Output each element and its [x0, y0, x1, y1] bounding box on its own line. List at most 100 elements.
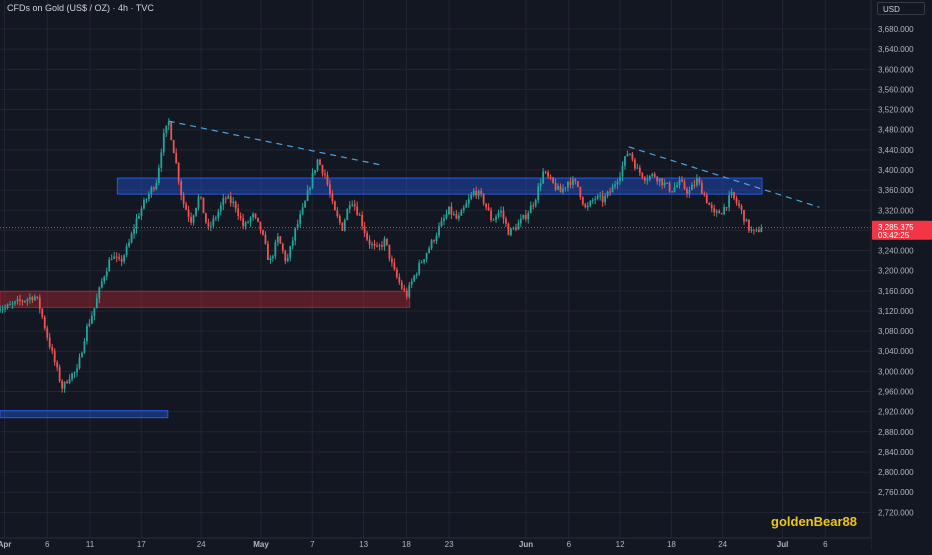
candle-body: [304, 200, 307, 208]
candle-body: [366, 232, 369, 240]
candle-body: [522, 214, 525, 219]
grid-lines: [0, 0, 871, 538]
candle-body: [9, 304, 11, 306]
candle-body: [435, 235, 438, 242]
candle-body: [346, 208, 349, 220]
candle-body: [271, 256, 274, 259]
candle-body: [24, 300, 26, 302]
candle-body: [710, 205, 713, 209]
candle-body: [123, 255, 126, 262]
candle-body: [514, 227, 517, 230]
symbol-title[interactable]: CFDs on Gold (US$ / OZ) · 4h · TVC: [7, 3, 154, 13]
candle-body: [281, 243, 284, 251]
candle-body: [76, 368, 78, 373]
candle-body: [264, 234, 267, 244]
candle-body: [219, 205, 222, 212]
candle-body: [331, 193, 334, 202]
candle-body: [373, 243, 376, 246]
candle-body: [671, 191, 673, 193]
candle-body: [606, 191, 609, 196]
price-tick-label: 2,720.000: [878, 508, 914, 517]
demand-zone: [0, 290, 411, 308]
candle-body: [723, 207, 726, 215]
candle-body: [11, 303, 14, 305]
candle-body: [487, 207, 490, 211]
candle-body: [641, 172, 644, 178]
time-tick-label: Jul: [777, 540, 789, 549]
candle-body: [363, 226, 366, 233]
time-tick-label: 18: [402, 540, 411, 549]
candle-body: [239, 215, 242, 219]
candle-body: [56, 362, 59, 368]
candle-body: [433, 240, 435, 242]
candle-body: [237, 208, 240, 216]
candle-body: [448, 206, 450, 215]
candle-body: [646, 179, 649, 181]
candle-body: [150, 187, 153, 194]
candle-body: [329, 184, 331, 194]
candle-body: [262, 230, 264, 235]
candle-body: [378, 245, 381, 247]
candle-body: [333, 201, 336, 211]
candle-body: [586, 205, 589, 208]
candle-body: [368, 239, 371, 245]
candle-body: [152, 187, 155, 189]
candle-body: [591, 199, 594, 201]
price-axis[interactable]: 3,680.000 3,640.000 3,600.000 3,560.000 3,52…: [870, 0, 932, 550]
candle-body: [601, 195, 604, 203]
time-tick-label: 17: [137, 540, 146, 549]
candle-body: [403, 288, 406, 291]
candle-body: [309, 187, 311, 190]
time-tick-label: 24: [197, 540, 206, 549]
candle-body: [400, 282, 403, 289]
time-tick-label: 24: [718, 540, 727, 549]
candle-body: [125, 246, 128, 256]
candle-body: [683, 181, 686, 189]
candle-body: [633, 159, 636, 169]
candle-body: [643, 177, 646, 181]
candle-body: [629, 153, 631, 155]
candle-body: [589, 200, 592, 206]
price-tick-label: 2,760.000: [878, 488, 914, 497]
candle-body: [247, 222, 249, 224]
candle-body: [361, 215, 364, 227]
price-tick-label: 3,400.000: [878, 166, 914, 175]
price-tick-label: 3,160.000: [878, 287, 914, 296]
candle-body: [666, 182, 669, 184]
candle-body: [720, 213, 723, 215]
candle-body: [182, 195, 185, 204]
candle-body: [46, 328, 49, 338]
candle-body: [745, 219, 748, 222]
candle-body: [490, 210, 492, 221]
candle-body: [48, 337, 51, 348]
candle-body: [757, 229, 760, 232]
candle-body: [267, 243, 269, 260]
candle-body: [455, 214, 458, 219]
candle-body: [383, 238, 386, 247]
candle-body: [420, 262, 423, 264]
candle-body: [681, 179, 683, 182]
candle-body: [482, 194, 485, 204]
candle-body: [63, 381, 66, 389]
time-axis[interactable]: Apr 6 11 17 24 May 7 13 18 23 Jun 6 12 18 24 Jul 6: [0, 537, 871, 550]
candle-body: [319, 159, 321, 166]
candle-body: [624, 156, 626, 166]
candle-body: [519, 218, 522, 224]
candle-body: [569, 181, 572, 185]
candle-body: [14, 301, 16, 304]
price-tick-label: 2,960.000: [878, 388, 914, 397]
candle-body: [138, 216, 140, 219]
candle-body: [505, 218, 507, 224]
candle-body: [244, 222, 247, 227]
author-watermark: goldenBear88: [771, 514, 857, 529]
candle-body: [98, 287, 101, 299]
candle-body: [192, 215, 195, 223]
candle-body: [301, 207, 304, 215]
candle-body: [495, 216, 497, 220]
currency-button[interactable]: USD: [877, 2, 925, 15]
candle-body: [440, 220, 443, 227]
candle-body: [175, 153, 178, 164]
candle-body: [572, 179, 574, 185]
